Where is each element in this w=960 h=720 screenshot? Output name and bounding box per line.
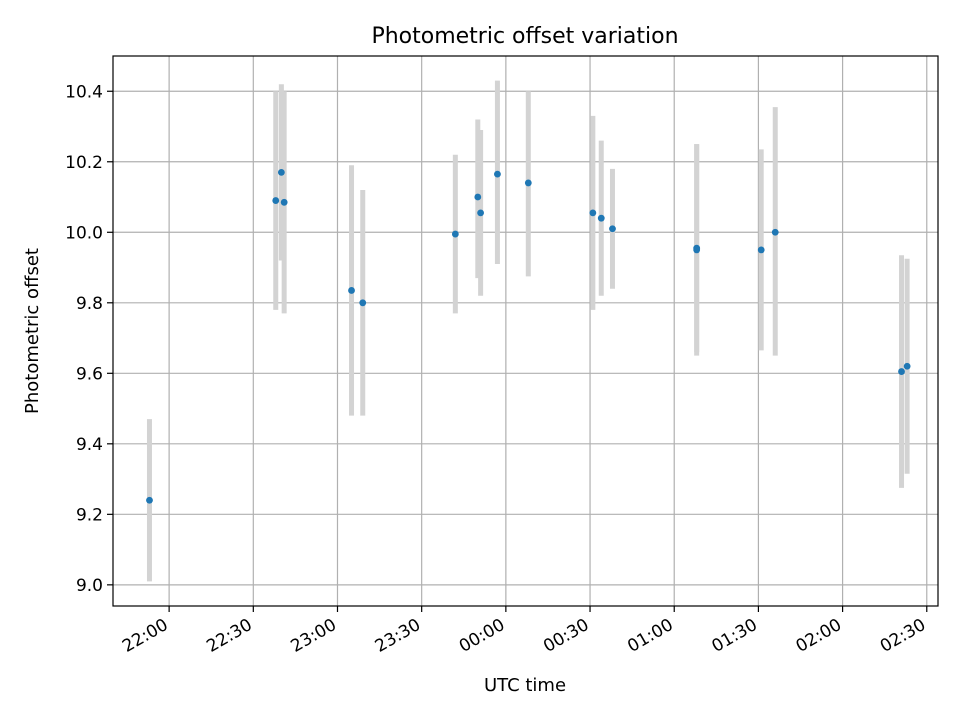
y-tick-label: 9.6: [76, 364, 103, 384]
plot-frame: [112, 55, 939, 607]
grid-lines: [113, 56, 938, 606]
data-point: [272, 197, 280, 204]
data-point: [589, 209, 597, 217]
y-tick-label: 9.4: [76, 435, 103, 455]
data-point: [898, 368, 905, 375]
data-points: [146, 168, 911, 504]
y-tick-label: 9.2: [76, 505, 103, 525]
data-point: [277, 168, 285, 176]
chart-title: Photometric offset variation: [371, 24, 678, 49]
data-point: [348, 287, 355, 294]
data-point: [280, 198, 288, 206]
y-tick-label: 10.0: [65, 223, 103, 243]
y-axis-label: Photometric offset: [22, 248, 43, 414]
data-point: [359, 299, 367, 307]
data-point: [524, 179, 532, 187]
y-tick-label: 10.2: [65, 153, 103, 173]
data-point: [477, 209, 485, 217]
data-point: [771, 228, 779, 236]
data-point: [757, 246, 765, 254]
data-point: [903, 362, 911, 370]
data-point: [474, 193, 482, 201]
data-point: [494, 170, 501, 178]
data-point: [693, 244, 701, 252]
data-point: [146, 496, 153, 504]
x-axis-label: UTC time: [484, 675, 566, 696]
data-point: [609, 225, 616, 233]
y-tick-label: 10.4: [65, 82, 103, 102]
y-tick-label: 9.0: [76, 576, 103, 596]
y-tick-label: 9.8: [76, 294, 103, 314]
data-point: [597, 214, 605, 222]
data-point: [451, 230, 459, 238]
